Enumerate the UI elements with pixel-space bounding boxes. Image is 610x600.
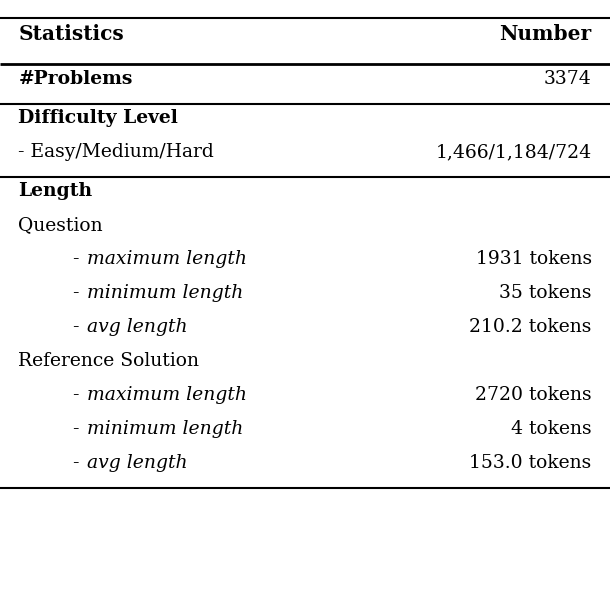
Text: 1931 tokens: 1931 tokens	[476, 250, 592, 268]
Text: 1,466/1,184/724: 1,466/1,184/724	[436, 143, 592, 161]
Text: Question: Question	[18, 216, 103, 234]
Text: maximum length: maximum length	[87, 386, 247, 404]
Text: avg length: avg length	[87, 318, 188, 336]
Text: -: -	[73, 454, 85, 472]
Text: avg length: avg length	[87, 454, 188, 472]
Text: -: -	[73, 250, 85, 268]
Text: - Easy/Medium/Hard: - Easy/Medium/Hard	[18, 143, 214, 161]
Text: Reference Solution: Reference Solution	[18, 352, 199, 370]
Text: 4 tokens: 4 tokens	[511, 420, 592, 438]
Text: #Problems: #Problems	[18, 70, 133, 88]
Text: 2720 tokens: 2720 tokens	[475, 386, 592, 404]
Text: Difficulty Level: Difficulty Level	[18, 109, 178, 127]
Text: Number: Number	[500, 24, 592, 44]
Text: -: -	[73, 420, 85, 438]
Text: 153.0 tokens: 153.0 tokens	[470, 454, 592, 472]
Text: -: -	[73, 386, 85, 404]
Text: Statistics: Statistics	[18, 24, 124, 44]
Text: maximum length: maximum length	[87, 250, 247, 268]
Text: minimum length: minimum length	[87, 420, 243, 438]
Text: -: -	[73, 318, 85, 336]
Text: Length: Length	[18, 182, 93, 200]
Text: 35 tokens: 35 tokens	[499, 284, 592, 302]
Text: -: -	[73, 284, 85, 302]
Text: minimum length: minimum length	[87, 284, 243, 302]
Text: 210.2 tokens: 210.2 tokens	[469, 318, 592, 336]
Text: 3374: 3374	[544, 70, 592, 88]
